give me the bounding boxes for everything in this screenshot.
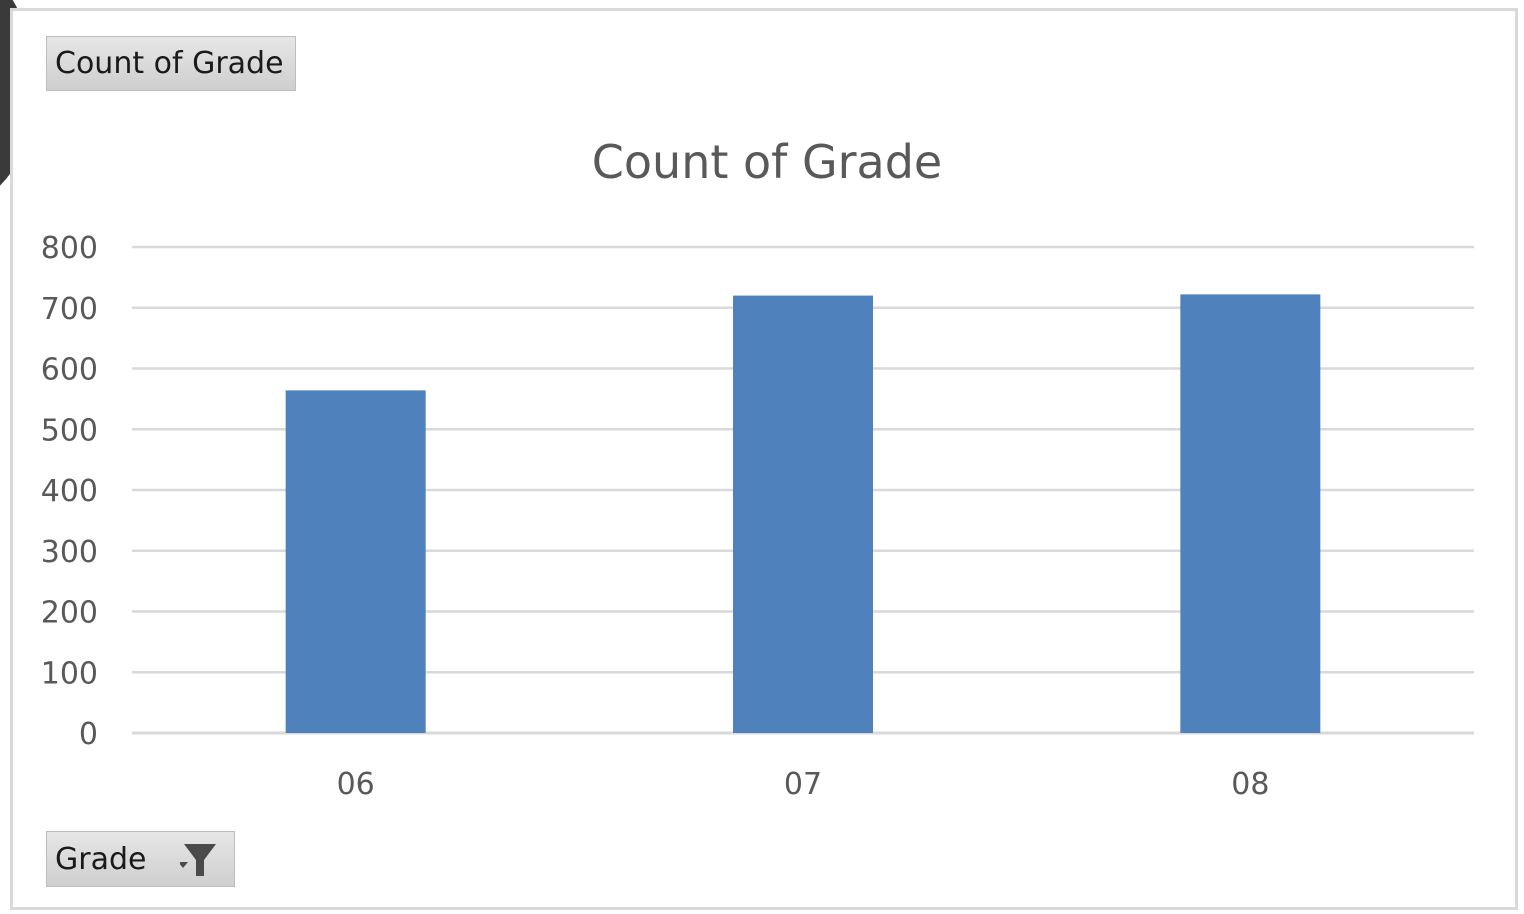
axis-field-label: Grade [55, 841, 147, 877]
value-field-button[interactable]: Count of Grade [46, 36, 296, 91]
value-field-label: Count of Grade [55, 46, 284, 81]
chart-area [10, 8, 1518, 910]
axis-field-button[interactable]: Grade [46, 831, 235, 887]
filter-icon[interactable] [180, 842, 220, 880]
